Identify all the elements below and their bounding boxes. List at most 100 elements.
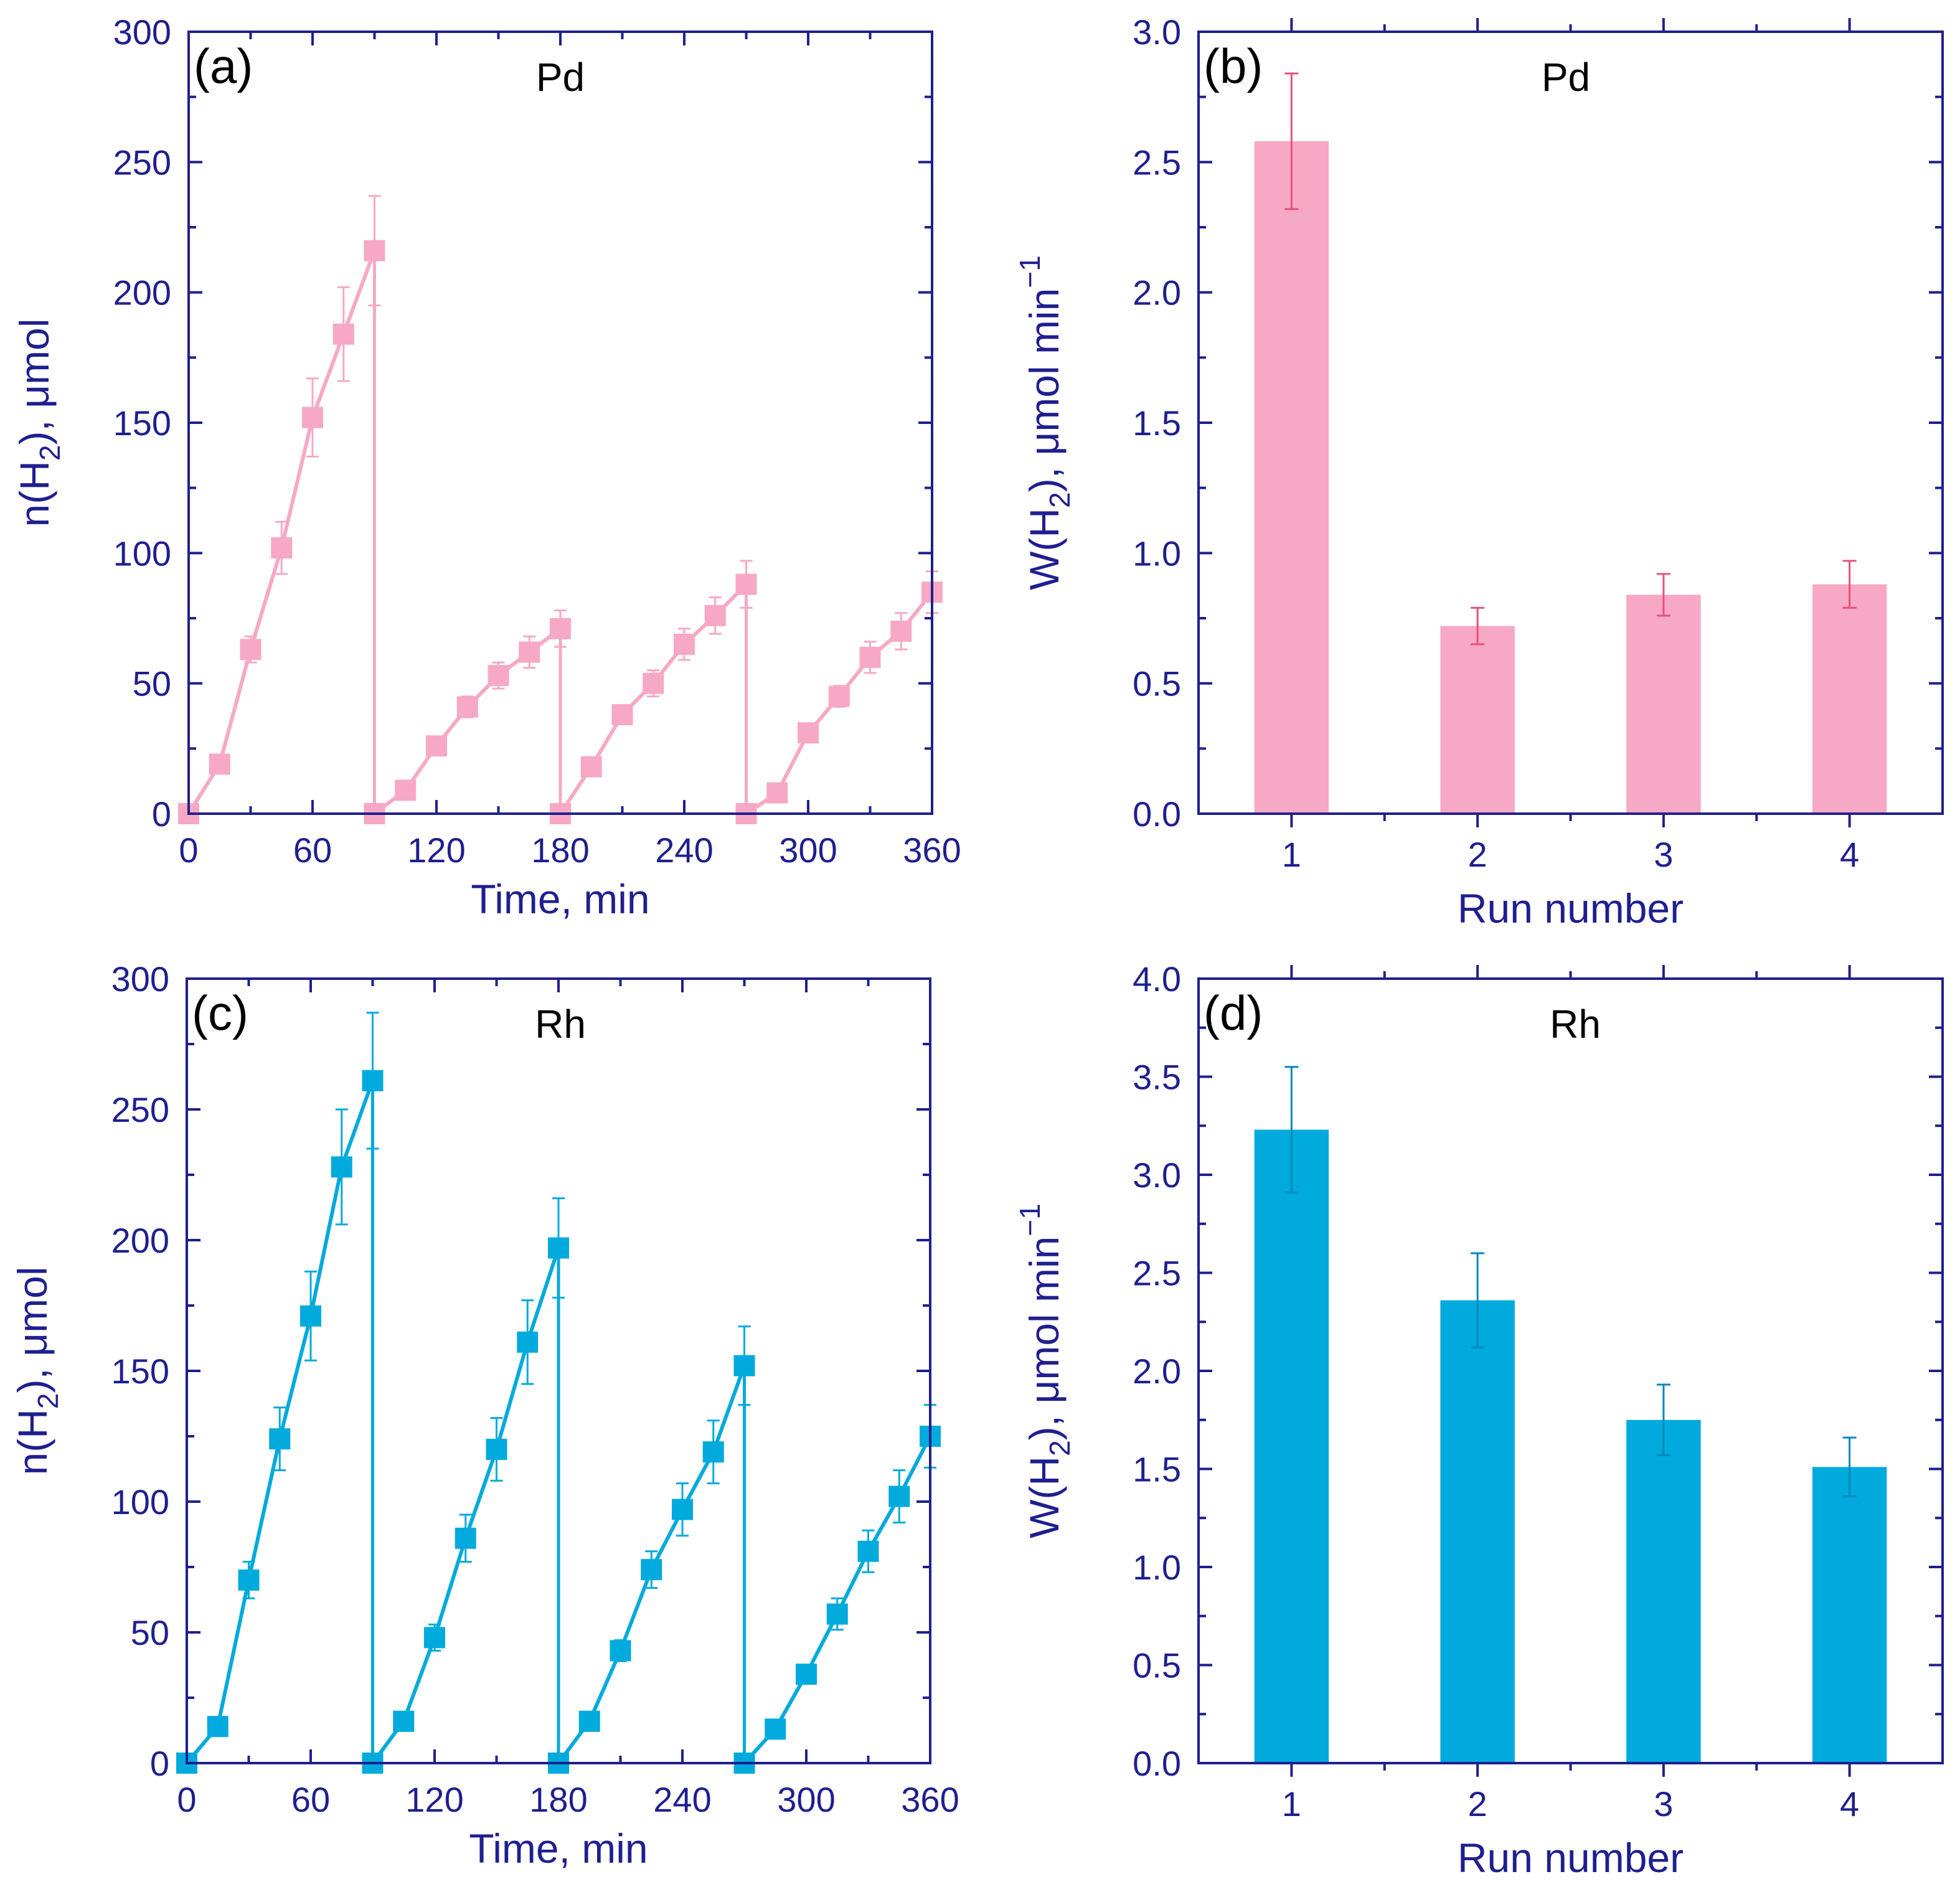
data-point xyxy=(890,620,912,642)
y-tick-label: 0.0 xyxy=(1133,794,1181,834)
x-tick-label: 3 xyxy=(1654,1784,1673,1823)
x-tick-label: 1 xyxy=(1282,1784,1301,1823)
y-tick-label: 2.5 xyxy=(1133,143,1181,182)
data-point xyxy=(238,1569,260,1591)
x-axis-title: Run number xyxy=(1458,1835,1684,1881)
x-tick-label: 2 xyxy=(1468,1784,1487,1823)
x-tick-label: 60 xyxy=(293,831,332,870)
data-point xyxy=(424,1627,445,1649)
data-point xyxy=(672,1499,693,1520)
chart-panel-d: 0.0 0.5 1.0 1.5 2.0 2.5 3.0 3.5 4.0 1 2 3 4 Run numbe… xyxy=(1014,959,1944,1881)
data-point xyxy=(240,639,261,661)
data-point xyxy=(766,782,788,804)
bar xyxy=(1440,626,1515,814)
panel-metal-label: Pd xyxy=(1542,55,1590,100)
y-tick-label: 100 xyxy=(111,1482,169,1522)
data-point xyxy=(209,753,230,775)
plot-frame xyxy=(186,977,931,1764)
y-tick-label: 250 xyxy=(111,1090,169,1129)
y-tick-label: 50 xyxy=(133,664,171,704)
data-point xyxy=(702,1441,724,1463)
y-tick-label: 0 xyxy=(150,1744,169,1783)
x-tick-label: 300 xyxy=(779,831,837,870)
y-tick-label: 0.5 xyxy=(1133,664,1181,704)
panel-metal-label: Rh xyxy=(535,1002,586,1047)
data-point xyxy=(269,1428,291,1450)
y-tick-label: 3.5 xyxy=(1133,1058,1181,1097)
data-point xyxy=(393,1710,415,1732)
y-tick-label: 200 xyxy=(113,273,171,313)
y-axis-title: W(H2), μmol min−1 xyxy=(1014,255,1076,590)
data-point xyxy=(765,1718,786,1740)
data-point xyxy=(643,672,664,694)
y-tick-label: 0 xyxy=(152,794,171,834)
x-tick-label: 240 xyxy=(653,1780,711,1819)
x-tick-label: 0 xyxy=(177,1780,196,1819)
data-point xyxy=(395,779,417,801)
y-tick-label: 200 xyxy=(111,1221,169,1260)
panel-label: (a) xyxy=(194,39,253,93)
data-point xyxy=(888,1485,910,1507)
x-tick-label: 2 xyxy=(1468,835,1487,874)
data-point xyxy=(455,1527,476,1549)
x-tick-label: 1 xyxy=(1282,835,1301,874)
data-point xyxy=(302,407,323,428)
y-tick-label: 0.5 xyxy=(1133,1646,1181,1685)
data-point xyxy=(300,1305,321,1327)
x-tick-label: 4 xyxy=(1840,835,1859,874)
y-tick-label: 1.5 xyxy=(1133,1450,1181,1489)
y-tick-label: 100 xyxy=(113,534,171,573)
y-tick-label: 1.5 xyxy=(1133,403,1181,443)
bar xyxy=(1440,1300,1515,1763)
plot-frame xyxy=(1197,977,1944,1764)
data-point xyxy=(271,537,293,558)
x-tick-label: 120 xyxy=(407,831,465,870)
y-axis-title: n(H2), μmol xyxy=(11,319,66,527)
data-point xyxy=(796,1663,817,1685)
data-point xyxy=(207,1716,229,1738)
data-point xyxy=(826,1603,848,1625)
y-tick-label: 1.0 xyxy=(1133,1548,1181,1587)
data-point xyxy=(704,605,726,626)
data-point xyxy=(578,1710,600,1732)
x-tick-label: 120 xyxy=(405,1780,463,1819)
panel-label: (c) xyxy=(192,986,248,1040)
y-tick-label: 0.0 xyxy=(1133,1744,1181,1783)
plot-frame xyxy=(1197,31,1944,815)
x-axis-title: Run number xyxy=(1458,885,1684,931)
bar xyxy=(1254,1129,1329,1763)
y-tick-label: 2.0 xyxy=(1133,273,1181,313)
y-tick-label: 50 xyxy=(131,1613,169,1652)
data-point xyxy=(486,1439,507,1460)
data-point xyxy=(828,685,850,707)
x-tick-label: 360 xyxy=(901,1780,959,1819)
data-point xyxy=(517,1331,539,1353)
data-point xyxy=(456,696,478,718)
x-tick-label: 4 xyxy=(1840,1784,1859,1823)
y-tick-label: 4.0 xyxy=(1133,959,1181,999)
y-tick-label: 300 xyxy=(111,959,169,999)
bar xyxy=(1254,141,1329,814)
panel-label: (d) xyxy=(1204,986,1263,1040)
y-tick-label: 1.0 xyxy=(1133,534,1181,573)
bar xyxy=(1626,595,1701,814)
x-tick-label: 60 xyxy=(291,1780,330,1819)
data-point xyxy=(488,665,509,687)
y-tick-label: 250 xyxy=(113,143,171,182)
data-point xyxy=(641,1559,662,1581)
panel-label: (b) xyxy=(1204,39,1263,93)
panel-metal-label: Pd xyxy=(536,55,585,100)
data-point xyxy=(611,704,633,725)
x-tick-label: 300 xyxy=(777,1780,835,1819)
y-tick-label: 3.0 xyxy=(1133,12,1181,52)
x-tick-label: 180 xyxy=(531,831,589,870)
x-tick-label: 0 xyxy=(179,831,198,870)
series-line xyxy=(371,1247,560,1764)
chart-panel-c: 0 60 120 180 240 300 360 0 50 100 150 200 250 300 Time… xyxy=(9,959,959,1871)
y-tick-label: 300 xyxy=(113,12,171,52)
data-point xyxy=(857,1540,879,1562)
x-tick-label: 240 xyxy=(655,831,713,870)
data-point xyxy=(519,641,540,663)
data-point xyxy=(674,633,695,655)
